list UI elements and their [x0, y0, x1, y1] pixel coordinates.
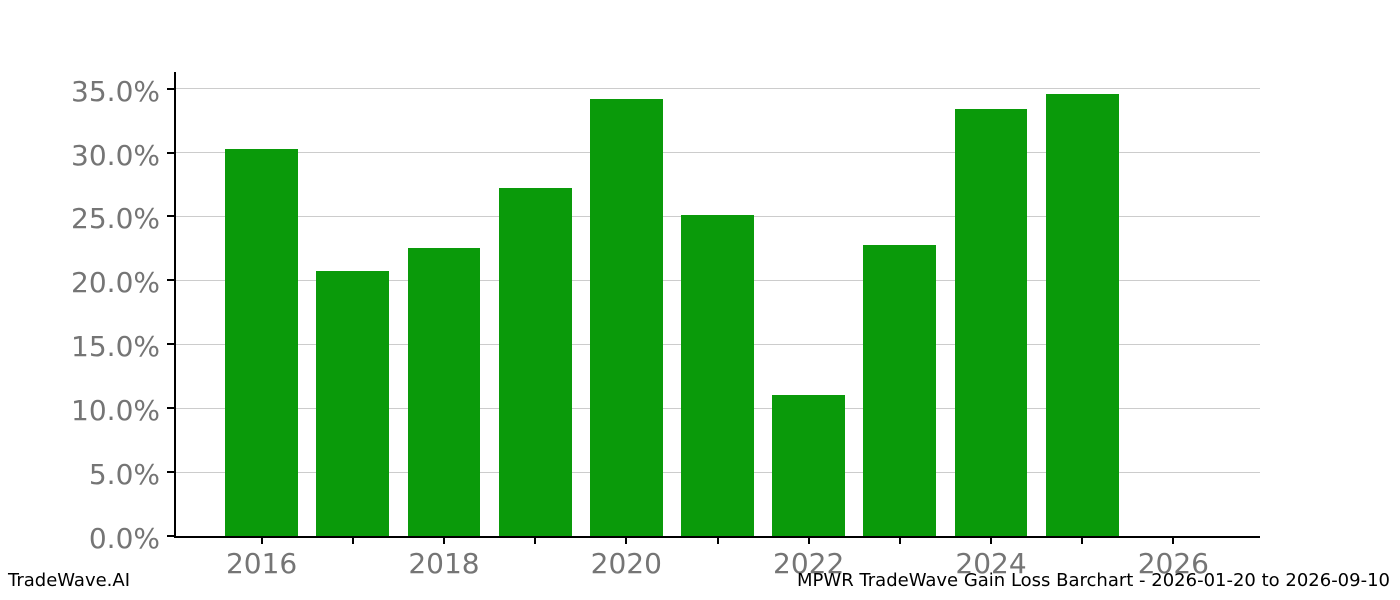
y-tick-label-0: 0.0% — [88, 522, 160, 555]
bar-2016 — [225, 148, 299, 536]
y-tick-label-5: 5.0% — [88, 458, 160, 492]
x-tick-2019 — [534, 536, 537, 544]
y-tick-15 — [167, 343, 175, 346]
y-tick-label-20: 20.0% — [71, 266, 160, 300]
y-tick-label-30: 30.0% — [71, 138, 160, 172]
gridline-30 — [175, 152, 1260, 154]
bar-2023 — [863, 244, 937, 536]
bar-2025 — [1045, 93, 1119, 536]
bar-2022 — [772, 395, 846, 536]
x-tick-label-2018: 2018 — [408, 547, 480, 580]
y-axis-spine — [174, 72, 176, 538]
y-tick-label-10: 10.0% — [71, 394, 160, 428]
bar-2024 — [954, 109, 1028, 536]
x-tick-2017 — [351, 536, 354, 544]
x-tick-label-2024: 2024 — [955, 547, 1027, 580]
bar-2019 — [498, 188, 572, 536]
x-tick-label-2026: 2026 — [1137, 547, 1209, 580]
x-tick-2016 — [260, 536, 263, 544]
y-tick-10 — [167, 407, 175, 410]
x-tick-label-2016: 2016 — [225, 547, 298, 580]
y-tick-30 — [167, 151, 175, 154]
y-tick-label-15: 15.0% — [71, 330, 160, 364]
footer-brand: TradeWave.AI — [8, 570, 131, 591]
y-tick-35 — [167, 87, 175, 90]
x-axis-spine — [174, 536, 1260, 538]
x-tick-2025 — [1081, 536, 1084, 544]
y-tick-5 — [167, 471, 175, 474]
bar-2021 — [681, 215, 754, 536]
footer-chart-title: MPWR TradeWave Gain Loss Barchart - 2026… — [797, 570, 1390, 591]
x-tick-2020 — [625, 536, 628, 544]
y-tick-20 — [167, 279, 175, 282]
y-tick-25 — [167, 215, 175, 218]
x-tick-2023 — [898, 536, 901, 544]
gridline-35 — [175, 88, 1260, 90]
y-tick-label-35: 35.0% — [71, 74, 160, 108]
x-tick-label-2020: 2020 — [590, 547, 662, 580]
x-tick-2022 — [807, 536, 810, 544]
bar-2020 — [589, 98, 663, 536]
x-tick-2021 — [716, 536, 719, 544]
y-tick-0 — [167, 535, 175, 537]
x-tick-2026 — [1172, 536, 1175, 544]
x-tick-2024 — [990, 536, 993, 544]
y-tick-label-25: 25.0% — [71, 202, 160, 236]
bar-2017 — [316, 271, 390, 536]
x-tick-2018 — [442, 536, 445, 544]
bar-2018 — [407, 248, 481, 536]
x-tick-label-2022: 2022 — [773, 547, 845, 580]
